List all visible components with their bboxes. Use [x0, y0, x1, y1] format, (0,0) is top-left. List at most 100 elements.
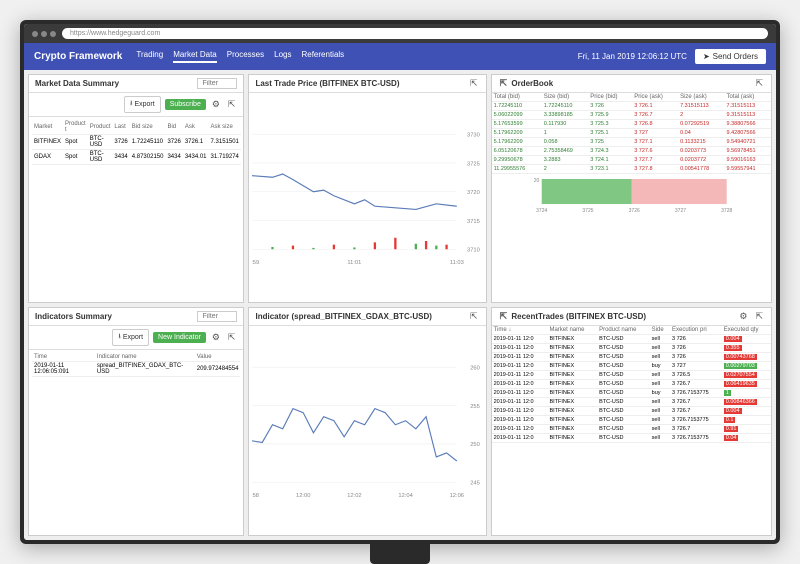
col-header[interactable]: Price (bid)	[588, 93, 632, 102]
window-controls[interactable]	[32, 31, 56, 37]
col-header[interactable]: Product t	[63, 120, 88, 135]
collapse-icon[interactable]: ⇱	[468, 78, 480, 89]
table-row[interactable]: 2019-01-11 12:0BITFINEXBTC-USDbuy3 7270.…	[492, 362, 771, 371]
table-row[interactable]: 5.179622090.0583 7253 727.10.11332159.54…	[492, 138, 771, 147]
app-header: Crypto Framework Trading Market Data Proce…	[24, 43, 776, 70]
table-row[interactable]: 2019-01-11 12:0BITFINEXBTC-USDsell3 726.…	[492, 425, 771, 434]
col-header[interactable]: Time	[32, 353, 95, 362]
col-header[interactable]: Market	[32, 120, 63, 135]
col-header[interactable]: Total (ask)	[725, 93, 771, 102]
tab-referentials[interactable]: Referentials	[301, 50, 344, 63]
svg-text:3724: 3724	[536, 208, 547, 214]
url-bar[interactable]: https://www.hedgeguard.com	[62, 28, 768, 39]
tab-logs[interactable]: Logs	[274, 50, 291, 63]
col-header[interactable]: Execution pri	[670, 326, 722, 335]
col-header[interactable]: Size (ask)	[678, 93, 724, 102]
collapse-icon[interactable]: ⇱	[753, 78, 765, 89]
table-row[interactable]: 2019-01-11 12:0BITFINEXBTC-USDsell3 7260…	[492, 335, 771, 344]
table-row[interactable]: 2019-01-11 12:0BITFINEXBTC-USDsell3 726.…	[492, 416, 771, 425]
table-row[interactable]: 2019-01-11 12:0BITFINEXBTC-USDsell3 726.…	[492, 434, 771, 443]
gear-icon[interactable]: ⚙	[210, 99, 222, 110]
header-datetime: Fri, 11 Jan 2019 12:06:12 UTC	[578, 52, 687, 61]
mds-table: MarketProduct tProductLastBid sizeBidAsk…	[32, 120, 241, 165]
mds-subscribe-button[interactable]: Subscribe	[165, 99, 206, 110]
col-header[interactable]: Market name	[547, 326, 597, 335]
is-filter-input[interactable]	[197, 311, 237, 322]
table-row[interactable]: 5.1796220913 725.13 7270.049.42807566	[492, 129, 771, 138]
collapse-icon[interactable]: ⇱	[498, 311, 510, 321]
table-row[interactable]: 9.299506783.28833 724.13 727.70.02037729…	[492, 156, 771, 165]
ob-title: OrderBook	[511, 79, 553, 88]
table-row[interactable]: BITFINEXSpotBTC-USD37261.722451103726372…	[32, 135, 241, 150]
collapse-icon[interactable]: ⇱	[468, 311, 480, 322]
gear-icon[interactable]: ⚙	[737, 311, 749, 322]
recent-trades-panel: ⇱ RecentTrades (BITFINEX BTC-USD) ⚙ ⇱ Ti…	[491, 307, 772, 536]
brand-title: Crypto Framework	[34, 51, 122, 62]
indicators-summary-panel: Indicators Summary ⭳ Export New Indicato…	[28, 307, 244, 536]
col-header[interactable]: Value	[195, 353, 241, 362]
table-row[interactable]: 11.2995557623 723.13 727.80.005417789.59…	[492, 165, 771, 174]
table-row[interactable]: 2019-01-11 12:0BITFINEXBTC-USDsell3 7260…	[492, 344, 771, 353]
market-data-summary-panel: Market Data Summary ⭳ Export Subscribe ⚙…	[28, 74, 244, 303]
table-row[interactable]: 2019-01-11 12:0BITFINEXBTC-USDsell3 7260…	[492, 353, 771, 362]
ind-title: Indicator (spread_BITFINEX_GDAX_BTC-USD)	[255, 312, 431, 321]
table-row[interactable]: 6.051206782.753584693 724.33 727.60.0203…	[492, 147, 771, 156]
table-row[interactable]: GDAXSpotBTC-USD34344.8730215034343434.01…	[32, 150, 241, 165]
mds-filter-input[interactable]	[197, 78, 237, 89]
svg-text:12:06: 12:06	[450, 493, 464, 499]
mds-export-button[interactable]: ⭳ Export	[124, 96, 161, 113]
table-row[interactable]: 2019-01-11 12:0BITFINEXBTC-USDsell3 726.…	[492, 371, 771, 380]
table-row[interactable]: 2019-01-11 12:0BITFINEXBTC-USDsell3 726.…	[492, 398, 771, 407]
col-header[interactable]: Product	[88, 120, 113, 135]
nav-tabs: Trading Market Data Processes Logs Referenti…	[136, 50, 344, 63]
svg-text:3720: 3720	[467, 190, 480, 196]
svg-text:3730: 3730	[467, 133, 480, 139]
col-header[interactable]: Ask size	[209, 120, 241, 135]
svg-text:12:00: 12:00	[296, 493, 310, 499]
table-row[interactable]: 1.722451101.722451103 7263 726.17.315151…	[492, 102, 771, 111]
col-header[interactable]: Price (ask)	[632, 93, 678, 102]
collapse-icon[interactable]: ⇱	[498, 78, 510, 88]
col-header[interactable]: Indicator name	[95, 353, 195, 362]
rt-title: RecentTrades (BITFINEX BTC-USD)	[511, 312, 646, 321]
col-header[interactable]: Size (bid)	[542, 93, 588, 102]
collapse-icon[interactable]: ⇱	[226, 332, 238, 343]
table-row[interactable]: 2019-01-11 12:0BITFINEXBTC-USDsell3 726.…	[492, 407, 771, 416]
ltp-chart: 3710371537203725373010:5911:0111:03	[252, 96, 482, 299]
table-row[interactable]: 2019-01-11 12:0BITFINEXBTC-USDbuy3 726.7…	[492, 389, 771, 398]
col-header[interactable]: Total (bid)	[492, 93, 542, 102]
tab-processes[interactable]: Processes	[227, 50, 264, 63]
table-row[interactable]: 2019-01-11 12:0BITFINEXBTC-USDsell3 726.…	[492, 380, 771, 389]
col-header[interactable]: Last	[112, 120, 129, 135]
send-orders-button[interactable]: ➤ Send Orders	[695, 49, 766, 64]
table-row[interactable]: 2019-01-11 12:06:05:091spread_BITFINEX_G…	[32, 362, 240, 377]
table-row[interactable]: 5.060220993.338981853 725.93 726.729.315…	[492, 111, 771, 120]
rt-table: Time ↓Market nameProduct nameSideExecuti…	[492, 326, 771, 443]
collapse-icon[interactable]: ⇱	[226, 99, 238, 110]
col-header[interactable]: Bid size	[130, 120, 166, 135]
tab-market-data[interactable]: Market Data	[173, 50, 217, 63]
is-title: Indicators Summary	[35, 312, 112, 321]
orderbook-table: Total (bid)Size (bid)Price (bid)Price (a…	[492, 93, 771, 174]
svg-text:3715: 3715	[467, 219, 480, 225]
svg-text:10:59: 10:59	[252, 260, 259, 266]
col-header[interactable]: Side	[650, 326, 670, 335]
depth-chart: 2037243725372637273728	[492, 174, 771, 214]
dashboard-grid: Market Data Summary ⭳ Export Subscribe ⚙…	[24, 70, 776, 540]
gear-icon[interactable]: ⚙	[210, 332, 222, 343]
is-export-button[interactable]: ⭳ Export	[112, 329, 149, 346]
col-header[interactable]: Executed qty	[722, 326, 771, 335]
tab-trading[interactable]: Trading	[136, 50, 163, 63]
col-header[interactable]: Time ↓	[492, 326, 548, 335]
svg-text:20: 20	[533, 178, 539, 184]
table-row[interactable]: 5.176535990.1179303 725.33 726.80.072925…	[492, 120, 771, 129]
svg-text:3727: 3727	[674, 208, 685, 214]
monitor-frame: https://www.hedgeguard.com Crypto Framew…	[20, 20, 780, 544]
svg-text:3726: 3726	[628, 208, 639, 214]
collapse-icon[interactable]: ⇱	[753, 311, 765, 322]
col-header[interactable]: Bid	[165, 120, 182, 135]
col-header[interactable]: Ask	[183, 120, 209, 135]
is-new-indicator-button[interactable]: New Indicator	[153, 332, 206, 343]
col-header[interactable]: Product name	[597, 326, 650, 335]
last-trade-price-panel: Last Trade Price (BITFINEX BTC-USD) ⇱ 37…	[248, 74, 486, 303]
